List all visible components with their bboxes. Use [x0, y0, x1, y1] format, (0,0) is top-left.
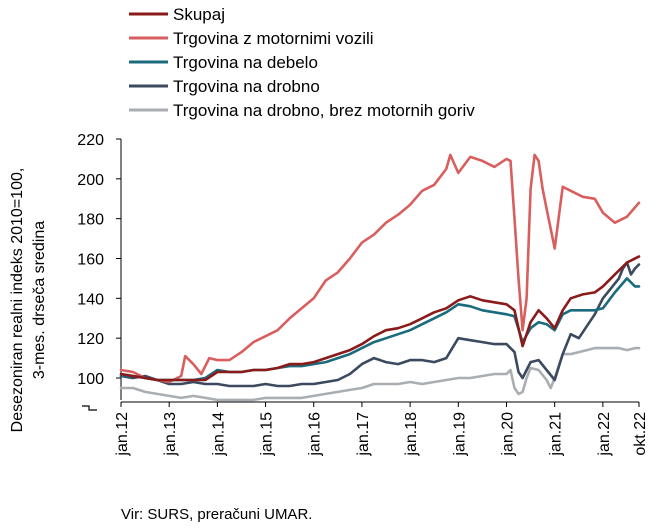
series-line-3 — [119, 277, 641, 382]
y-tick-label: 220 — [77, 132, 104, 149]
series-line-1 — [119, 255, 641, 382]
y-axis: 100 120 140 160 180 200 220 — [77, 132, 122, 411]
x-tick-label: okt.22 — [632, 412, 649, 456]
legend-label: Trgovina na drobno, brez motornih goriv — [173, 101, 475, 120]
x-tick-label: jan.16 — [307, 412, 324, 457]
y-axis-title-line-1: Desezoniran realni indeks 2010=100, — [9, 168, 26, 433]
x-tick-label: jan.14 — [210, 412, 227, 457]
y-tick-label: 160 — [77, 252, 104, 269]
series-line-4 — [119, 261, 641, 388]
x-tick-label: jan.21 — [548, 412, 565, 457]
y-tick-label: 140 — [77, 291, 104, 308]
x-tick-label: jan.15 — [259, 412, 276, 457]
y-axis-title-line-2: 3-mes. drseča sredina — [31, 221, 48, 379]
legend-label: Trgovina na debelo — [173, 53, 318, 72]
y-axis-break-icon — [82, 405, 97, 411]
x-tick-label: jan.22 — [596, 412, 613, 457]
x-tick-label: jan.20 — [499, 412, 516, 457]
series-line-5 — [119, 346, 641, 402]
series-lines — [119, 153, 641, 402]
x-axis: jan.12 jan.13 jan.14 jan.15 jan.16 jan.17 jan.… — [114, 401, 649, 457]
x-tick-label: jan.17 — [355, 412, 372, 457]
x-tick-label: jan.18 — [403, 412, 420, 457]
x-tick-label: jan.19 — [451, 412, 468, 457]
legend-label: Skupaj — [173, 5, 225, 24]
y-tick-label: 100 — [77, 371, 104, 388]
x-tick-label: jan.13 — [162, 412, 179, 457]
source-note: Vir: SURS, preračuni UMAR. — [121, 506, 313, 523]
series-line-2 — [119, 153, 641, 384]
y-tick-label: 120 — [77, 331, 104, 348]
legend-label: Trgovina z motornimi vozili — [173, 29, 374, 48]
y-tick-label: 180 — [77, 212, 104, 229]
y-tick-label: 200 — [77, 172, 104, 189]
legend: Skupaj Trgovina z motornimi vozili Trgovin… — [129, 5, 475, 120]
legend-label: Trgovina na drobno — [173, 77, 320, 96]
x-tick-label: jan.12 — [114, 412, 131, 457]
